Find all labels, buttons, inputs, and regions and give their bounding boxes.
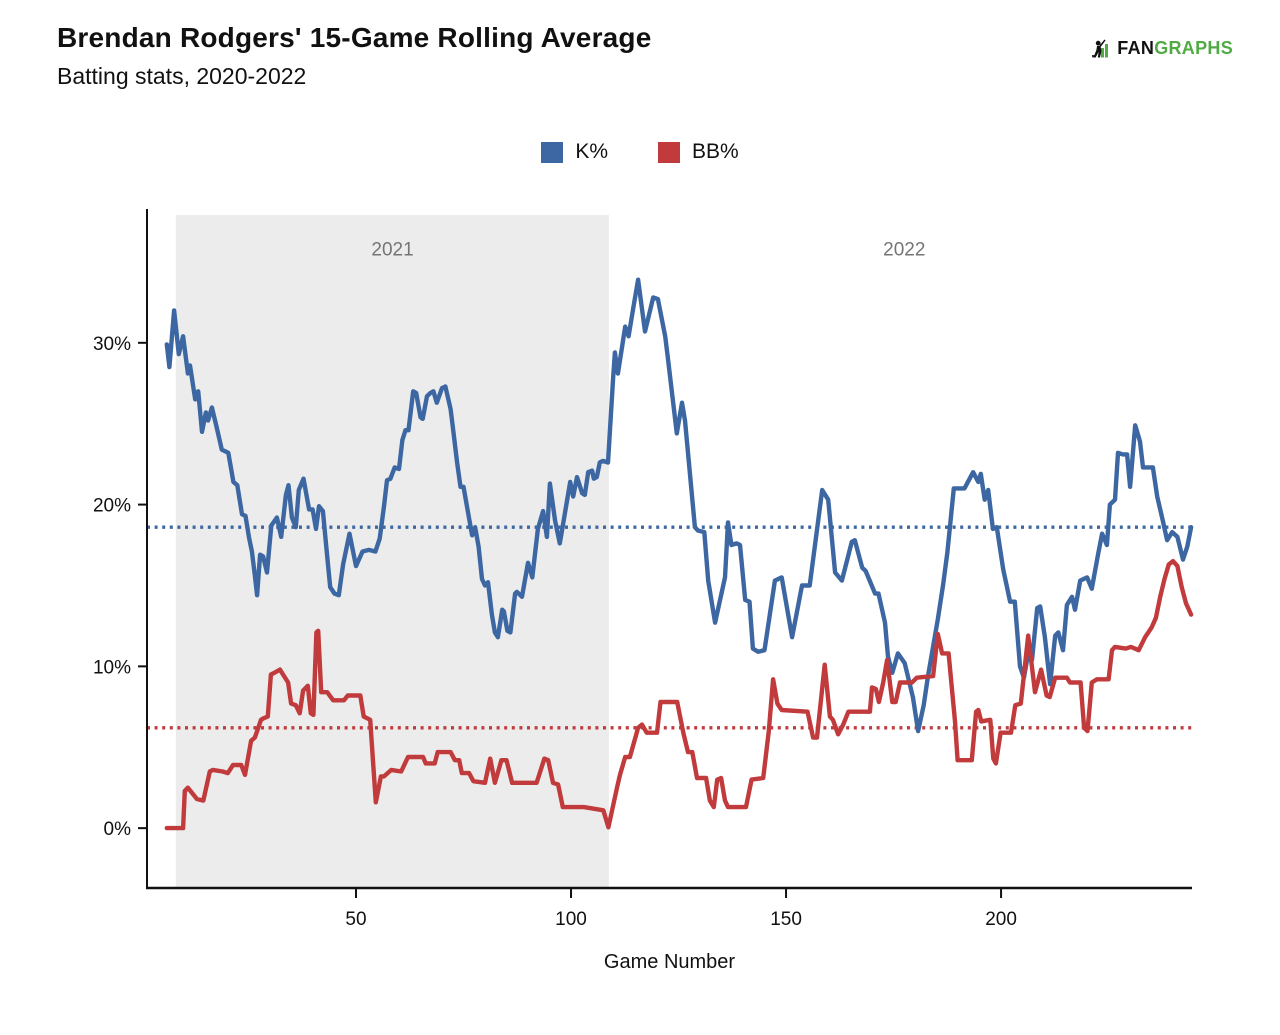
legend-label: BB% (692, 140, 739, 163)
page-title: Brendan Rodgers' 15-Game Rolling Average (57, 22, 652, 53)
fangraphs-batter-icon (1092, 39, 1109, 58)
y-tick-label: 20% (93, 496, 131, 517)
legend-swatch (658, 141, 680, 163)
series-line-bb (164, 559, 1194, 831)
x-tick-label: 100 (555, 909, 587, 930)
x-axis-title: Game Number (604, 951, 735, 973)
page-subtitle: Batting stats, 2020-2022 (57, 63, 307, 89)
chart-legend: K% BB% (0, 140, 1280, 164)
x-tick-label: 200 (985, 909, 1017, 930)
legend-label: K% (575, 140, 608, 163)
logo-text-fan: FAN (1117, 37, 1155, 58)
season-2021-band (175, 215, 609, 888)
legend-item-k: K% (541, 140, 608, 164)
chart-header: Brendan Rodgers' 15-Game Rolling Average… (57, 22, 652, 90)
logo-text-graphs: GRAPHS (1154, 37, 1233, 58)
year-label-2022: 2022 (883, 239, 925, 260)
legend-swatch (541, 141, 564, 163)
x-tick-label: 150 (770, 909, 802, 930)
y-tick-label: 0% (104, 819, 132, 840)
legend-item-bb: BB% (658, 140, 739, 164)
year-label-2021: 2021 (371, 239, 413, 260)
x-tick-label: 50 (345, 909, 366, 930)
fangraphs-logo: FAN GRAPHS (1091, 36, 1233, 60)
y-tick-label: 10% (93, 657, 131, 678)
y-tick-label: 30% (93, 334, 131, 355)
